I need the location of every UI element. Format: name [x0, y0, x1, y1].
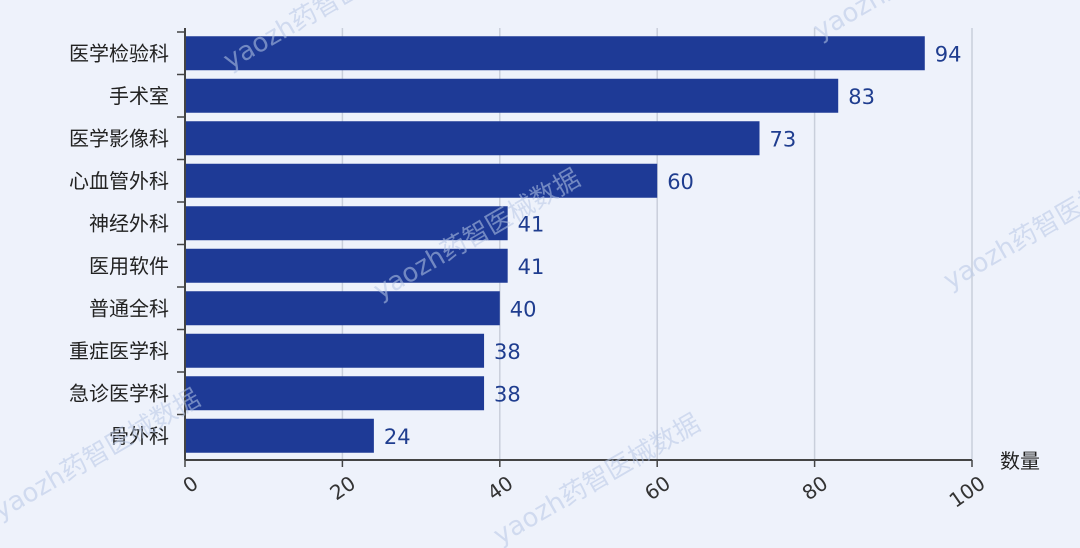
value-label: 60	[667, 170, 694, 194]
category-label: 医用软件	[89, 254, 169, 278]
value-label: 40	[510, 297, 537, 321]
bar	[185, 291, 500, 326]
bar	[185, 248, 508, 283]
bar	[185, 206, 508, 241]
bars-group	[185, 36, 925, 453]
bar	[185, 376, 485, 411]
bar	[185, 36, 925, 71]
category-label: 心血管外科	[69, 169, 169, 193]
value-label: 38	[494, 382, 521, 406]
value-label: 83	[848, 85, 875, 109]
category-label: 急诊医学科	[69, 381, 169, 405]
value-label: 94	[935, 42, 962, 66]
bar	[185, 333, 485, 368]
category-label: 手术室	[109, 84, 169, 108]
value-label: 24	[384, 425, 411, 449]
x-axis-title: 数量	[1000, 449, 1040, 473]
category-labels: 医学检验科手术室医学影像科心血管外科神经外科医用软件普通全科重症医学科急诊医学科…	[69, 41, 169, 448]
category-label: 神经外科	[89, 211, 169, 235]
bar	[185, 418, 374, 453]
bar	[185, 121, 760, 156]
value-label: 41	[518, 212, 545, 236]
bar	[185, 78, 839, 113]
value-label: 38	[494, 340, 521, 364]
axes	[177, 28, 973, 467]
category-label: 骨外科	[109, 424, 169, 448]
category-label: 重症医学科	[69, 339, 169, 363]
value-label: 41	[518, 255, 545, 279]
value-label: 73	[770, 127, 797, 151]
category-label: 医学影像科	[69, 126, 169, 150]
value-labels: 94 83 73 60 41 41 40 38 38 24	[384, 42, 962, 449]
category-label: 普通全科	[89, 296, 169, 320]
bar	[185, 163, 658, 198]
category-label: 医学检验科	[69, 41, 169, 65]
